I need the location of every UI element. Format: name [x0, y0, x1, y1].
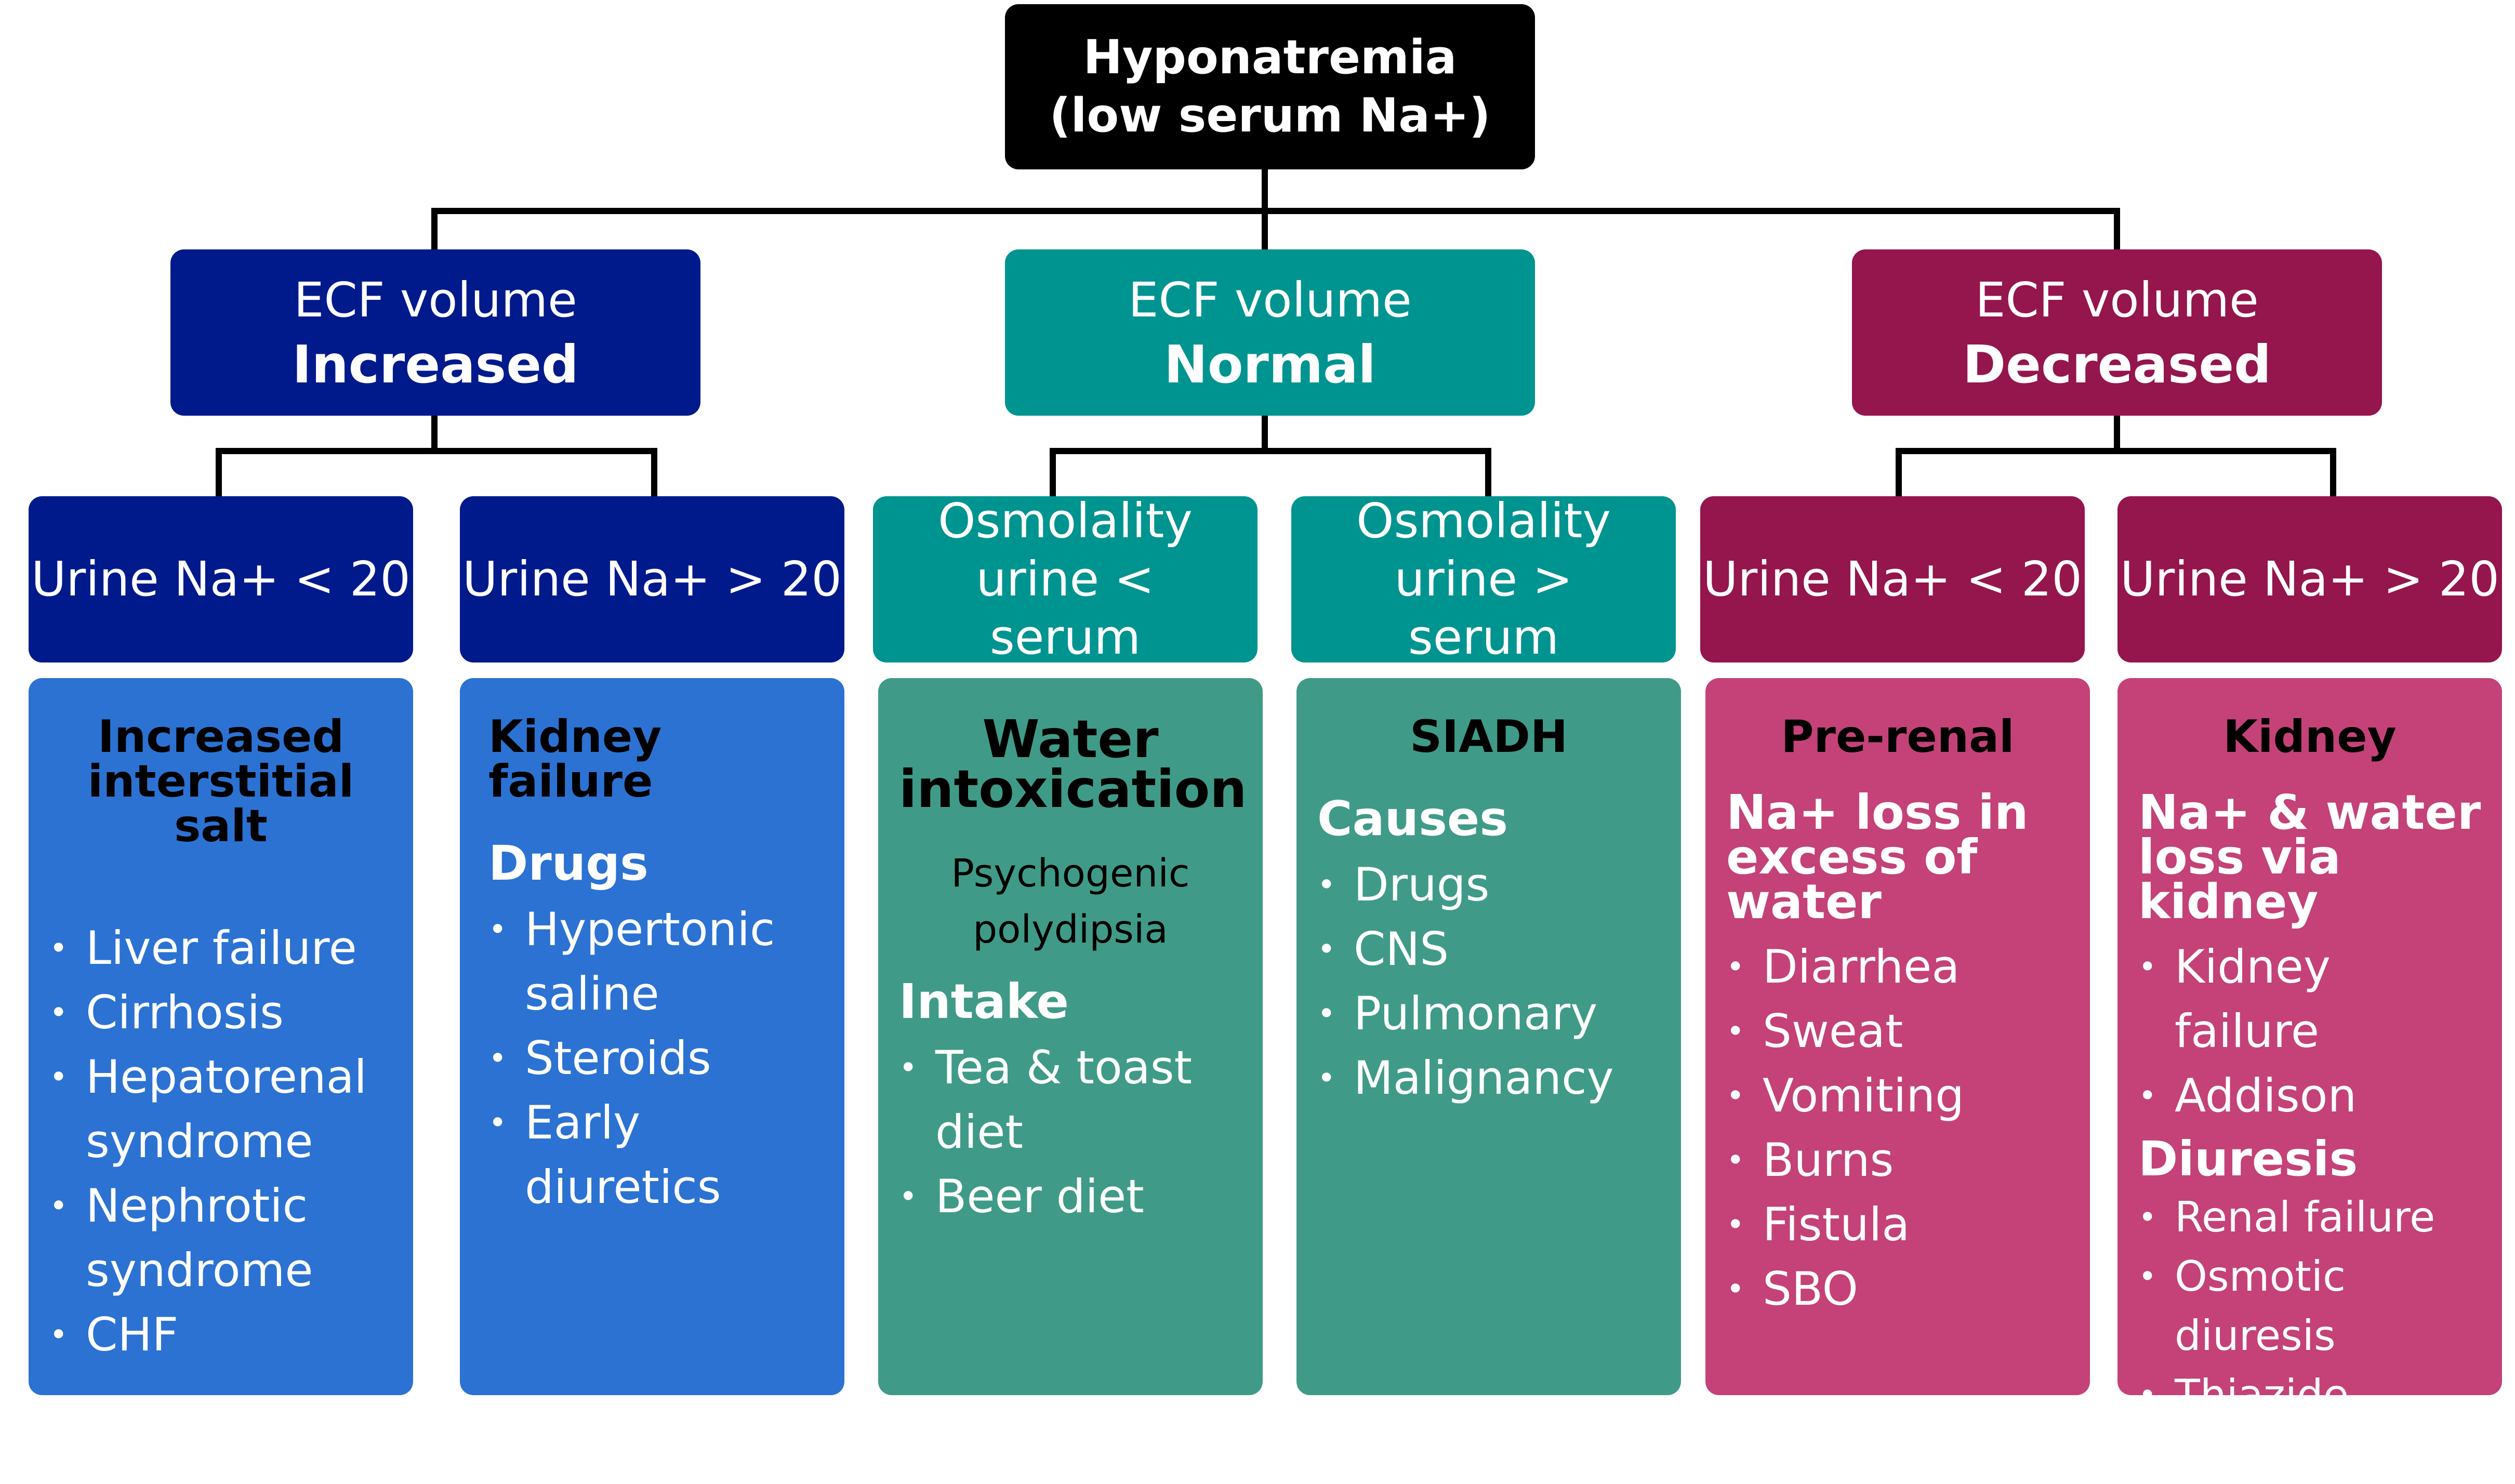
cause-list: Kidney failure Addison: [2138, 935, 2481, 1128]
increased-urine-na-low-node: Urine Na+ < 20: [29, 496, 413, 662]
detail-subtitle: Causes: [1317, 791, 1508, 846]
node-label: Osmolality urine < serum: [938, 493, 1193, 665]
ecf-increased-node: ECF volume Increased: [170, 249, 700, 416]
cause-list: Drugs CNS Pulmonary Malignancy: [1317, 853, 1660, 1110]
connector-line: [651, 448, 657, 500]
list-item: Early diuretics: [488, 1091, 824, 1220]
connector-line: [1262, 169, 1268, 218]
connector-line: [431, 416, 438, 453]
detail-note: Psychogenic polydipsia: [951, 851, 1190, 952]
list-item: Addison: [2138, 1064, 2481, 1128]
list-item: Burns: [1726, 1128, 2069, 1192]
list-item: Beer diet: [899, 1164, 1242, 1229]
ecf-increased-label: ECF volume: [294, 272, 577, 328]
root-node: Hyponatremia (low serum Na+): [1005, 4, 1535, 169]
list-item: Liver failure: [49, 916, 392, 981]
normal-osmolality-low-detail: Water intoxication Psychogenic polydipsi…: [878, 678, 1263, 1395]
list-item: Diarrhea: [1726, 935, 2069, 999]
ecf-normal-label: ECF volume: [1128, 272, 1412, 328]
list-item: Osmotic diuresis: [2138, 1247, 2481, 1366]
detail-title: Water intoxication: [899, 709, 1247, 819]
decreased-urine-na-high-detail: Kidney Na+ & water loss via kidney Kidne…: [2117, 678, 2502, 1478]
list-item: Cirrhosis: [49, 981, 392, 1045]
node-label: Urine Na+ > 20: [462, 551, 842, 607]
list-item: Pulmonary: [1317, 982, 1660, 1046]
ecf-decreased-value: Decreased: [1963, 334, 2271, 395]
detail-title: Kidney failure: [488, 711, 662, 807]
cause-list: Diarrhea Sweat Vomiting Burns Fistula SB…: [1726, 935, 2069, 1321]
cause-list: Liver failure Cirrhosis Hepatorenal synd…: [49, 916, 392, 1367]
detail-title: Kidney: [2223, 711, 2397, 763]
connector-line: [431, 208, 438, 252]
connector-line: [1485, 448, 1491, 500]
detail-subtitle: Intake: [899, 974, 1069, 1029]
detail-title: Pre-renal: [1781, 711, 2015, 763]
list-item: Drugs: [1317, 853, 1660, 917]
connector-line: [216, 448, 657, 454]
list-item: Hepatorenal syndrome: [49, 1045, 392, 1174]
node-label: Osmolality urine > serum: [1356, 493, 1611, 665]
list-item: Nephrotic syndrome: [49, 1174, 392, 1303]
list-item: CNS: [1317, 917, 1660, 982]
root-subtitle: (low serum Na+): [1049, 88, 1491, 143]
connector-line: [431, 208, 2120, 214]
detail-subtitle: Na+ loss in excess of water: [1726, 785, 2029, 930]
list-item: Malignancy: [1317, 1046, 1660, 1110]
detail-title: Increased interstitial salt: [87, 711, 354, 852]
ecf-decreased-label: ECF volume: [1975, 272, 2259, 328]
increased-urine-na-high-detail: Kidney failure Drugs Hypertonic saline S…: [460, 678, 844, 1395]
connector-line: [1050, 448, 1491, 454]
node-label: Urine Na+ < 20: [1703, 551, 2082, 607]
connector-line: [1896, 448, 2336, 454]
connector-line: [1050, 448, 1056, 500]
ecf-normal-value: Normal: [1164, 334, 1376, 395]
connector-line: [1262, 208, 1268, 252]
increased-urine-na-low-detail: Increased interstitial salt Liver failur…: [29, 678, 413, 1395]
list-item: Kidney failure: [2138, 935, 2481, 1064]
decreased-urine-na-low-node: Urine Na+ < 20: [1700, 496, 2085, 662]
connector-line: [2330, 448, 2336, 500]
list-item: Sweat: [1726, 999, 2069, 1064]
ecf-normal-node: ECF volume Normal: [1005, 249, 1535, 416]
connector-line: [1262, 416, 1268, 453]
cause-list: Tea & toast diet Beer diet: [899, 1036, 1242, 1229]
list-item: Hypertonic saline: [488, 897, 824, 1026]
detail-subtitle: Na+ & water loss via kidney: [2138, 785, 2481, 930]
root-title: Hyponatremia: [1083, 30, 1457, 85]
node-label: Urine Na+ < 20: [31, 551, 411, 607]
ecf-decreased-node: ECF volume Decreased: [1852, 249, 2382, 416]
list-item: Vomiting: [1726, 1064, 2069, 1128]
decreased-urine-na-low-detail: Pre-renal Na+ loss in excess of water Di…: [1705, 678, 2090, 1395]
cause-list: Hypertonic saline Steroids Early diureti…: [488, 897, 824, 1220]
normal-osmolality-high-detail: SIADH Causes Drugs CNS Pulmonary Maligna…: [1296, 678, 1681, 1395]
connector-line: [1896, 448, 1902, 500]
list-item: Steroids: [488, 1026, 824, 1091]
list-item: Fistula: [1726, 1192, 2069, 1257]
detail-title: SIADH: [1410, 711, 1568, 763]
connector-line: [2114, 208, 2120, 252]
decreased-urine-na-high-node: Urine Na+ > 20: [2117, 496, 2502, 662]
list-item: Renal failure: [2138, 1188, 2481, 1247]
ecf-increased-value: Increased: [292, 334, 579, 395]
detail-subtitle: Drugs: [488, 836, 648, 891]
list-item: Thiazide diuretics: [2138, 1366, 2481, 1484]
detail-subtitle-2: Diuresis: [2138, 1131, 2358, 1187]
normal-osmolality-low-node: Osmolality urine < serum: [873, 493, 1258, 665]
normal-osmolality-high-node: Osmolality urine > serum: [1291, 493, 1676, 665]
connector-line: [2114, 416, 2120, 453]
list-item: SBO: [1726, 1257, 2069, 1321]
list-item: CHF: [49, 1303, 392, 1367]
node-label: Urine Na+ > 20: [2120, 551, 2499, 607]
connector-line: [216, 448, 222, 500]
cause-list-2: Renal failure Osmotic diuresis Thiazide …: [2138, 1188, 2481, 1484]
increased-urine-na-high-node: Urine Na+ > 20: [460, 496, 844, 662]
list-item: Tea & toast diet: [899, 1036, 1242, 1164]
